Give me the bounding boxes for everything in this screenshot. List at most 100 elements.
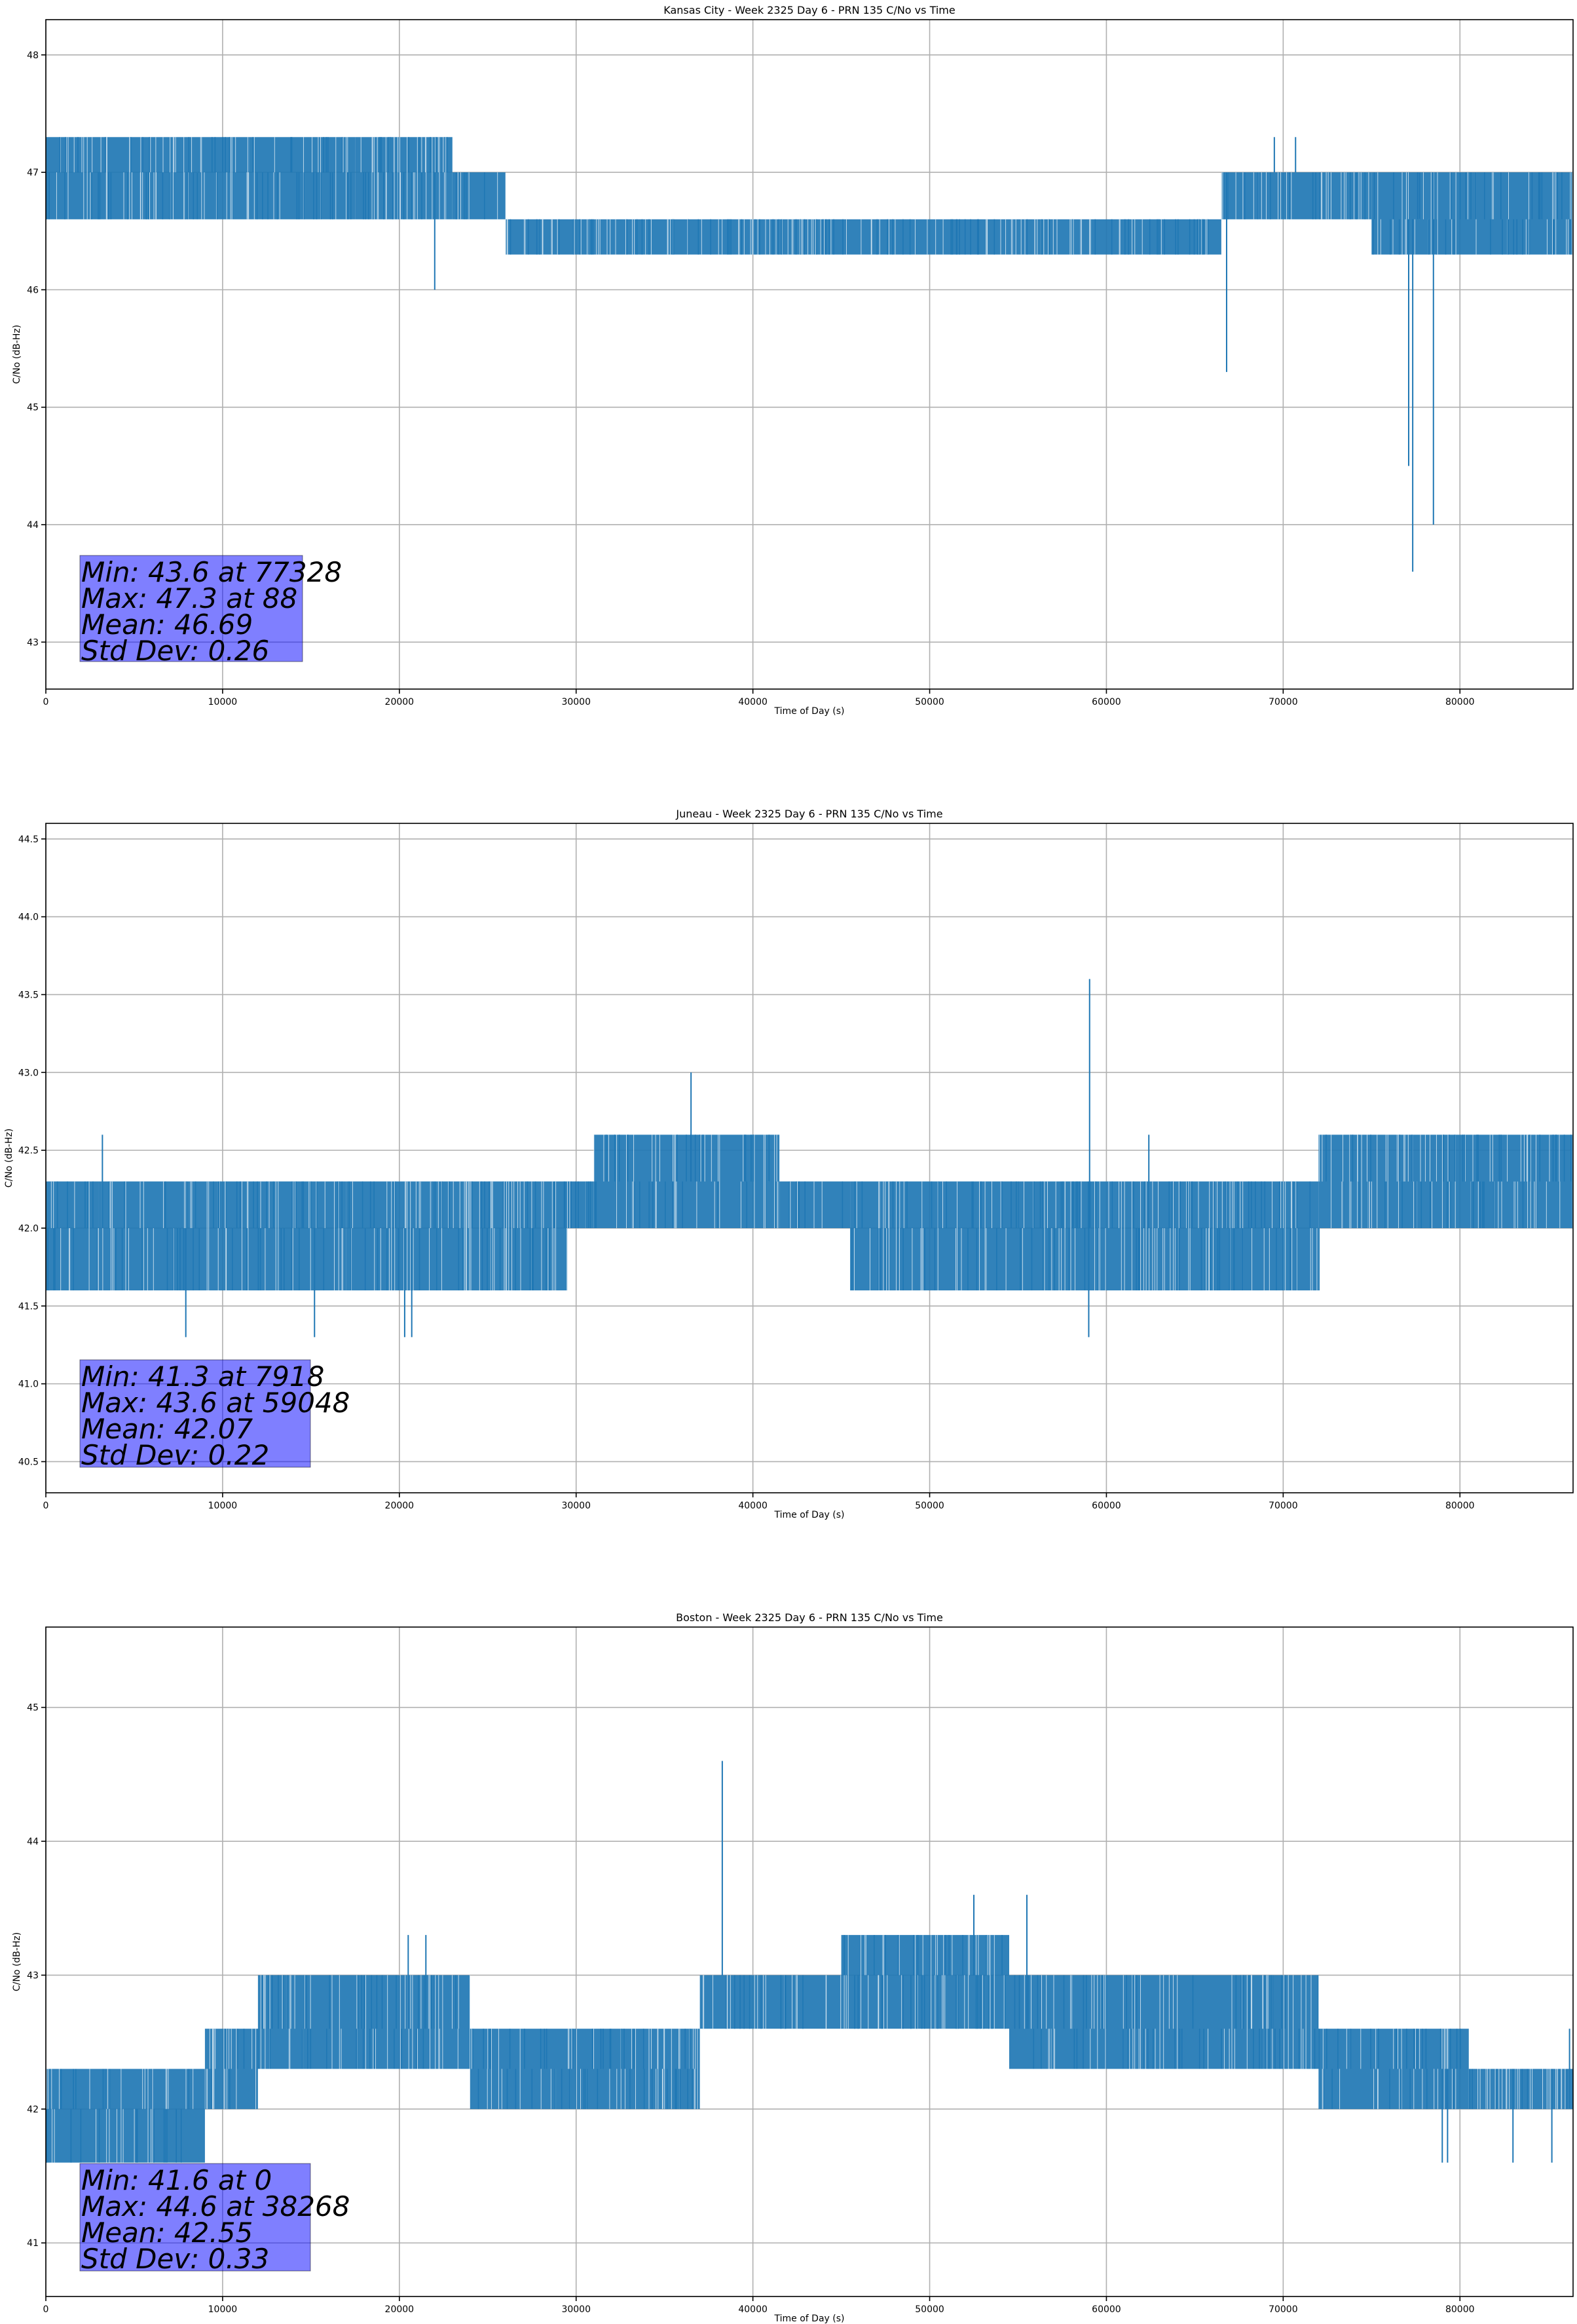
x-tick-label: 30000 xyxy=(561,697,591,707)
series-excursions xyxy=(211,2029,245,2109)
x-tick-label: 0 xyxy=(43,1501,49,1511)
plot-frame xyxy=(45,1626,1574,2297)
y-tick-label: 45 xyxy=(27,1703,39,1714)
x-tick-label: 20000 xyxy=(385,1501,415,1511)
y-tick-label: 44.0 xyxy=(18,912,39,923)
x-tick-label: 10000 xyxy=(208,1501,238,1511)
x-tick-label: 0 xyxy=(43,697,49,707)
series-cno xyxy=(46,1761,1574,2163)
series-band xyxy=(752,219,1071,255)
series-excursions xyxy=(754,219,1050,255)
y-tick-label: 44.5 xyxy=(18,834,39,845)
series-excursions xyxy=(46,137,79,219)
x-tick-label: 80000 xyxy=(1445,2304,1475,2315)
x-tick-label: 60000 xyxy=(1092,697,1121,707)
x-axis-label: Time of Day (s) xyxy=(774,1510,845,1520)
x-tick-label: 60000 xyxy=(1092,2304,1121,2315)
series-excursions xyxy=(1071,219,1209,255)
series-band xyxy=(841,1935,1009,2029)
series-band xyxy=(46,2069,205,2163)
panel-boston: Boston - Week 2325 Day 6 - PRN 135 C/No … xyxy=(12,1611,1574,2324)
series-cno xyxy=(46,137,1573,572)
x-tick-label: 60000 xyxy=(1092,1501,1121,1511)
axis-ticks: 0 10000 20000 30000 40000 50000 60000 70000 8000… xyxy=(27,50,1474,707)
stat-std: Std Dev: 0.26 xyxy=(81,635,269,667)
stat-min: Min: 43.6 at 77328 xyxy=(81,556,342,588)
y-tick-label: 42 xyxy=(27,2105,39,2115)
x-tick-label: 30000 xyxy=(561,1501,591,1511)
series-texture xyxy=(457,172,498,219)
series-band xyxy=(1221,172,1372,219)
series-excursions xyxy=(726,1975,804,2029)
series-excursions xyxy=(1223,172,1366,219)
x-tick-label: 20000 xyxy=(385,697,415,707)
x-tick-label: 70000 xyxy=(1269,2304,1298,2315)
stats-box-background xyxy=(79,555,303,662)
series-band xyxy=(346,1181,568,1291)
y-tick-label: 41.5 xyxy=(18,1302,39,1312)
chart-title: Kansas City - Week 2325 Day 6 - PRN 135 … xyxy=(663,4,955,16)
series-excursions xyxy=(1326,1134,1572,1228)
series-band xyxy=(1371,172,1573,255)
series-excursions xyxy=(851,1181,1140,1290)
stats-box: Min: 43.6 at 77328 Max: 47.3 at 88 Mean:… xyxy=(79,555,342,667)
series-excursions xyxy=(844,1935,1006,2029)
series-excursions xyxy=(46,2069,190,2163)
axis-ticks: 0 10000 20000 30000 40000 50000 60000 70000 8000… xyxy=(27,1703,1474,2315)
series-band xyxy=(452,172,506,219)
series-band xyxy=(505,219,753,255)
y-tick-label: 44 xyxy=(27,1837,39,1847)
x-tick-label: 70000 xyxy=(1269,697,1298,707)
y-tick-label: 43 xyxy=(27,637,39,648)
series-excursions xyxy=(788,1181,844,1228)
y-tick-label: 40.5 xyxy=(18,1457,39,1467)
x-tick-label: 50000 xyxy=(915,1501,944,1511)
stat-mean: Mean: 46.69 xyxy=(81,609,253,641)
series-texture xyxy=(90,137,250,219)
x-tick-label: 0 xyxy=(43,2304,49,2315)
series-excursions xyxy=(108,1181,343,1290)
x-tick-label: 50000 xyxy=(915,697,944,707)
x-tick-label: 80000 xyxy=(1445,697,1475,707)
y-tick-label: 43.5 xyxy=(18,990,39,1000)
y-tick-label: 45 xyxy=(27,403,39,413)
chart-title: Juneau - Week 2325 Day 6 - PRN 135 C/No … xyxy=(675,808,942,820)
series-texture xyxy=(505,219,753,255)
panel-juneau: Juneau - Week 2325 Day 6 - PRN 135 C/No … xyxy=(4,808,1574,1520)
series-band xyxy=(1071,219,1221,255)
series-excursions xyxy=(455,172,485,219)
x-axis-label: Time of Day (s) xyxy=(774,706,845,717)
x-tick-label: 30000 xyxy=(561,2304,591,2315)
series-texture xyxy=(1071,219,1208,255)
series-texture xyxy=(854,1181,1141,1290)
x-tick-label: 40000 xyxy=(738,1501,768,1511)
stat-std: Std Dev: 0.22 xyxy=(81,1439,269,1471)
series-band xyxy=(850,1181,1142,1291)
series-band xyxy=(1318,1134,1573,1228)
plot-frame xyxy=(45,19,1574,690)
x-tick-label: 40000 xyxy=(738,697,768,707)
series-band xyxy=(249,137,356,219)
series-band xyxy=(779,1181,851,1228)
series-band xyxy=(699,1975,842,2029)
y-axis-label: C/No (dB-Hz) xyxy=(12,325,22,384)
x-tick-label: 40000 xyxy=(738,2304,768,2315)
series-excursions xyxy=(1469,2069,1570,2109)
series-excursions xyxy=(1372,172,1572,255)
y-tick-label: 41.0 xyxy=(18,1379,39,1390)
series-excursions xyxy=(1318,2029,1461,2109)
series-excursions xyxy=(363,137,448,219)
y-tick-label: 42.0 xyxy=(18,1224,39,1234)
chart-title: Boston - Week 2325 Day 6 - PRN 135 C/No … xyxy=(676,1611,943,1624)
y-tick-label: 44 xyxy=(27,520,39,531)
x-tick-label: 80000 xyxy=(1445,1501,1475,1511)
panel-kansas-city: Kansas City - Week 2325 Day 6 - PRN 135 … xyxy=(12,4,1574,717)
y-tick-label: 43 xyxy=(27,1970,39,1981)
stat-min: Min: 41.3 at 7918 xyxy=(81,1360,324,1393)
x-tick-label: 10000 xyxy=(208,2304,238,2315)
series-excursions xyxy=(91,137,231,219)
series-excursions xyxy=(1144,1181,1320,1290)
series-excursions xyxy=(257,1975,456,2069)
stats-box: Min: 41.6 at 0 Max: 44.6 at 38268 Mean: … xyxy=(79,2163,350,2275)
series-cno xyxy=(46,979,1573,1338)
